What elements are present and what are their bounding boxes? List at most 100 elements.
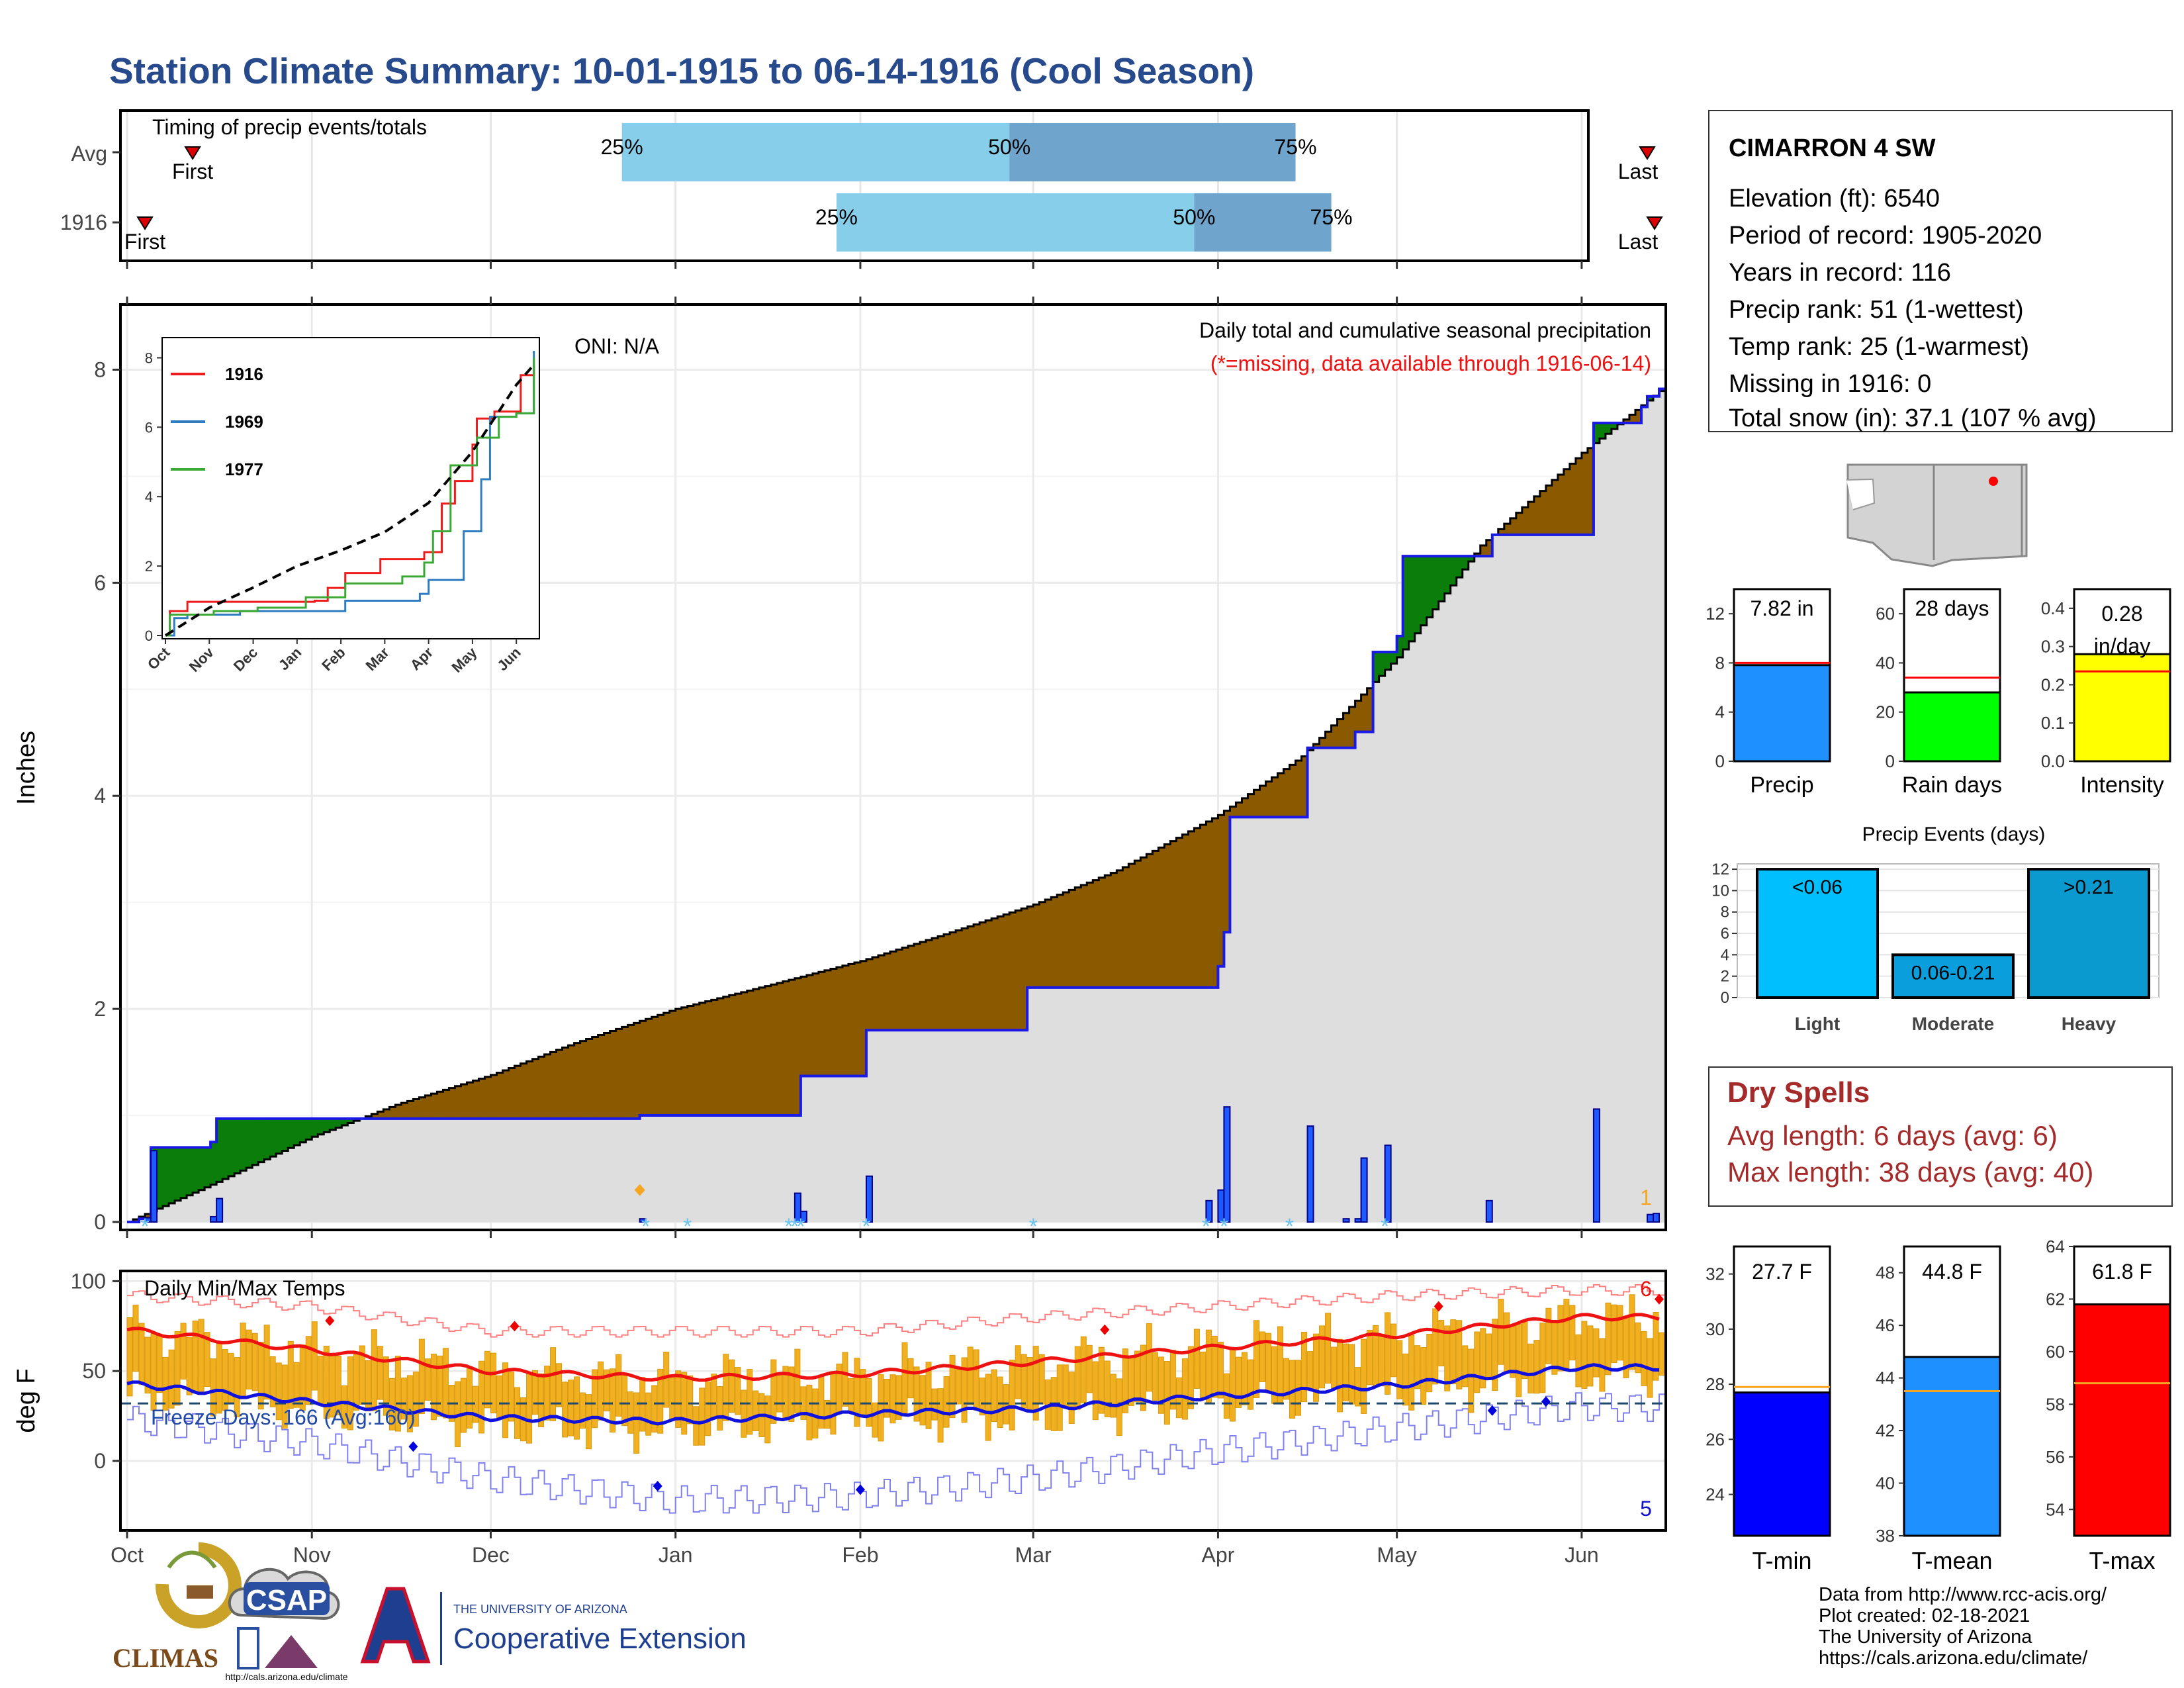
- daily-temp-bar: [824, 1400, 831, 1429]
- temp-ytick-label: 0: [94, 1449, 106, 1473]
- daily-temp-bar: [764, 1395, 771, 1444]
- station-years: Years in record: 116: [1729, 259, 1951, 287]
- daily-temp-bar: [1122, 1348, 1128, 1413]
- events-tick-label: 6: [1721, 925, 1729, 943]
- footer-line-3: The University of Arizona: [1819, 1626, 2032, 1648]
- precip-deficit-area: [627, 1025, 635, 1119]
- precip-deficit-area: [473, 1080, 480, 1119]
- mini-bar-value-unit: in/day: [2094, 634, 2150, 658]
- timing-p50-label: 50%: [1173, 205, 1215, 229]
- precip-surplus-area: [294, 1118, 300, 1146]
- precip-deficit-area: [1623, 419, 1630, 423]
- precip-deficit-area: [932, 938, 938, 1031]
- daily-temp-bar: [550, 1347, 557, 1421]
- temp-bar-value-label: 61.8 F: [2092, 1260, 2152, 1284]
- precip-deficit-area: [764, 986, 772, 1116]
- daily-temp-bar: [263, 1325, 270, 1400]
- daily-temp-bar: [931, 1388, 938, 1421]
- record-high-marker: [1100, 1324, 1110, 1335]
- daily-temp-bar: [353, 1354, 359, 1411]
- daily-precip-bar: [210, 1215, 218, 1223]
- events-category-label: Heavy: [2062, 1013, 2116, 1034]
- timing-bar-50-75: [1009, 123, 1296, 181]
- precip-deficit-area: [419, 1097, 426, 1119]
- daily-temp-bar: [174, 1331, 181, 1406]
- daily-temp-bar: [1253, 1320, 1259, 1399]
- daily-precip-bar: [216, 1197, 224, 1223]
- mini-bar-label: Intensity: [2080, 773, 2164, 798]
- daily-temp-bar: [1498, 1298, 1504, 1365]
- temp-bar-value: [1903, 1356, 2001, 1537]
- precip-deficit-area: [1361, 694, 1368, 732]
- record-low-count: 5: [1640, 1497, 1652, 1521]
- precip-ylabel: Inches: [13, 731, 40, 805]
- precip-deficit-area: [1349, 706, 1356, 748]
- precip-deficit-area: [908, 945, 915, 1031]
- precip-deficit-area: [776, 982, 784, 1116]
- snow-star-marker: *: [1381, 1214, 1389, 1239]
- precip-deficit-area: [490, 1074, 498, 1119]
- precip-deficit-area: [1271, 777, 1279, 818]
- precip-deficit-area: [1116, 870, 1123, 988]
- precip-deficit-area: [1015, 910, 1022, 1031]
- precip-deficit-area: [920, 941, 927, 1031]
- daily-temp-bar: [1026, 1356, 1033, 1410]
- daily-temp-bar: [729, 1359, 735, 1413]
- daily-precip-bar: [1646, 1213, 1654, 1223]
- month-label-jan: Jan: [659, 1543, 693, 1567]
- mini-bar-chart-rain-days: 0 20 40 60 28 days Rain days: [1876, 588, 2002, 798]
- events-bar-label: <0.06: [1792, 876, 1843, 898]
- precip-deficit-area: [532, 1058, 539, 1119]
- daily-temp-bar: [490, 1352, 496, 1414]
- precip-surplus-area: [252, 1118, 259, 1165]
- daily-temp-bar: [1146, 1323, 1152, 1392]
- daily-temp-bar: [1450, 1319, 1457, 1385]
- daily-temp-bar: [1056, 1364, 1063, 1431]
- precip-deficit-area: [717, 998, 724, 1116]
- precip-deficit-area: [383, 1109, 390, 1119]
- record-high-marker: [1433, 1301, 1443, 1312]
- mini-bar-tick-label: 0.0: [2041, 751, 2065, 771]
- precip-surplus-area: [1396, 635, 1404, 658]
- daily-temp-bar: [1462, 1345, 1469, 1387]
- events-tick-label: 12: [1711, 861, 1729, 878]
- daily-temp-bar: [1032, 1346, 1039, 1421]
- precip-deficit-area: [1295, 761, 1302, 818]
- precip-deficit-area: [1581, 453, 1588, 535]
- daily-temp-bar: [544, 1365, 551, 1421]
- precip-deficit-area: [1504, 524, 1511, 535]
- inset-avg-line: [164, 363, 535, 637]
- ua-logo-small: THE UNIVERSITY OF ARIZONA: [453, 1603, 627, 1616]
- daily-temp-bar: [1396, 1340, 1403, 1399]
- daily-temp-bar: [1169, 1350, 1176, 1410]
- precip-surplus-area: [228, 1118, 235, 1176]
- precip-deficit-area: [860, 961, 867, 1076]
- precip-deficit-area: [1087, 882, 1093, 988]
- daily-temp-bar: [985, 1374, 991, 1441]
- precip-surplus-area: [246, 1118, 253, 1168]
- temp-bar-chart-t-max: 54 56 58 60 62 64 61.8 F T-max: [2046, 1237, 2171, 1574]
- precip-deficit-area: [651, 1017, 659, 1116]
- daily-temp-bar: [1438, 1320, 1445, 1367]
- precip-deficit-area: [1510, 518, 1517, 535]
- precip-deficit-area: [1367, 688, 1374, 732]
- daily-temp-bar: [1575, 1334, 1582, 1387]
- daily-temp-bar: [1193, 1329, 1200, 1389]
- precip-deficit-area: [735, 994, 742, 1116]
- daily-temp-bar: [651, 1385, 658, 1432]
- daily-temp-bar: [580, 1392, 586, 1429]
- daily-temp-bar: [496, 1375, 502, 1420]
- daily-temp-bar: [1205, 1329, 1212, 1403]
- daily-temp-bar: [1092, 1361, 1099, 1421]
- events-tick-label: 8: [1721, 904, 1729, 921]
- timing-last-marker: [1646, 216, 1663, 230]
- daily-temp-bar: [693, 1406, 700, 1446]
- month-label-apr: Apr: [1202, 1543, 1235, 1567]
- timing-p75-label: 75%: [1310, 205, 1353, 229]
- precip-deficit-area: [508, 1068, 516, 1119]
- mini-bar-label: Precip: [1750, 773, 1813, 798]
- daily-temp-bar: [598, 1361, 604, 1421]
- precip-surplus-area: [1647, 396, 1654, 401]
- daily-temp-bar: [1432, 1308, 1439, 1385]
